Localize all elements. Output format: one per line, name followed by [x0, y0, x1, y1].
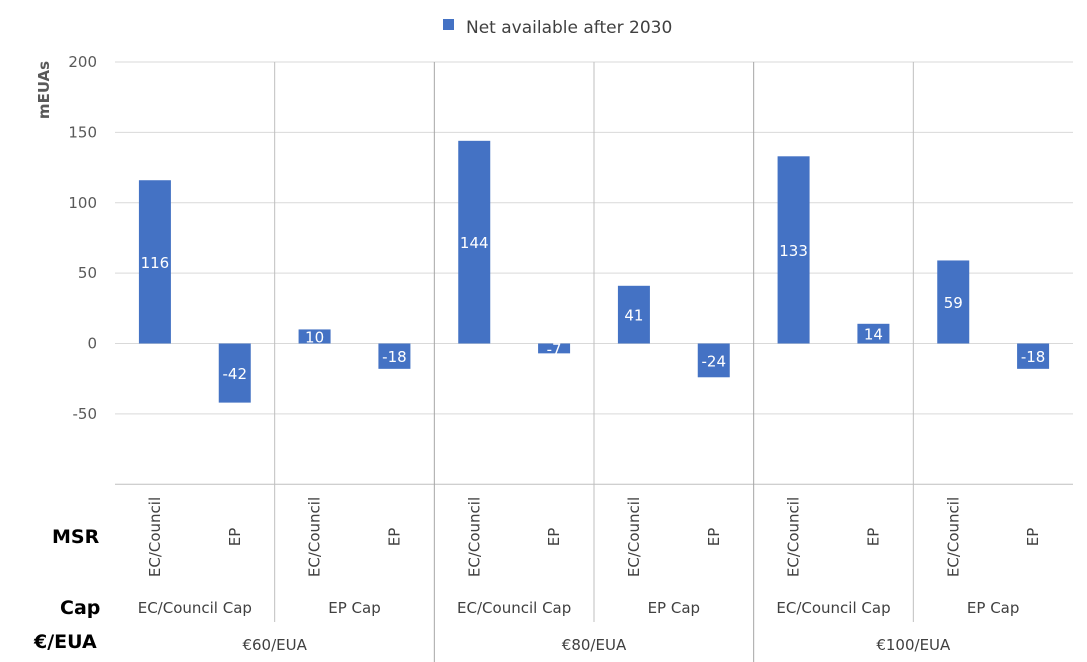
category-label-msr: EP [1024, 528, 1042, 547]
data-label: 59 [944, 294, 963, 312]
bar [138, 180, 171, 344]
bar [937, 260, 970, 344]
data-label: -18 [382, 348, 407, 366]
data-label: 144 [460, 234, 489, 252]
data-label: -42 [223, 365, 248, 383]
category-label-price: €100/EUA [876, 636, 951, 654]
category-label-msr: EP [705, 528, 723, 547]
category-label-cap: EP Cap [328, 599, 380, 617]
category-label-price: €60/EUA [242, 636, 307, 654]
row-label-msr: MSR [52, 526, 100, 548]
category-label-msr: EC/Council [465, 497, 483, 577]
category-label-msr: EC/Council [944, 497, 962, 577]
bar [617, 285, 650, 344]
bar [538, 343, 571, 354]
y-tick-label: 100 [68, 194, 97, 212]
legend-swatch [443, 19, 454, 30]
data-label: 116 [141, 254, 170, 272]
category-label-msr: EC/Council [625, 497, 643, 577]
category-label-cap: EC/Council Cap [776, 599, 890, 617]
legend: Net available after 2030 [443, 18, 672, 38]
legend-label: Net available after 2030 [466, 18, 672, 38]
row-label-price: €/EUA [33, 631, 97, 653]
y-tick-label: 150 [68, 123, 97, 141]
bars [138, 140, 1050, 403]
category-label-cap: EP Cap [967, 599, 1019, 617]
bar [378, 343, 411, 369]
y-tick-label: 0 [87, 335, 97, 353]
y-tick-labels: 200 150 100 50 0 -50 [68, 53, 97, 423]
category-dividers [274, 62, 914, 662]
category-label-cap: EC/Council Cap [138, 599, 252, 617]
category-label-cap: EP Cap [648, 599, 700, 617]
data-label: 41 [624, 307, 643, 325]
data-label: 133 [779, 242, 808, 260]
bar [697, 343, 730, 378]
bar [298, 329, 331, 344]
category-label-msr: EC/Council [146, 497, 164, 577]
category-label-msr: EP [545, 528, 563, 547]
y-tick-label: 200 [68, 53, 97, 71]
y-tick-label: -50 [73, 405, 98, 423]
data-label: 14 [864, 326, 883, 344]
data-label: 10 [305, 328, 324, 346]
row-label-cap: Cap [60, 597, 100, 619]
category-label-msr: EC/Council [306, 497, 324, 577]
category-label-msr: EP [385, 528, 403, 547]
bar [458, 140, 491, 344]
data-labels: 116 -42 10 -18 144 -7 41 -24 133 14 59 -18 [141, 234, 1046, 383]
category-label-msr: EP [864, 528, 882, 547]
category-label-msr: EP [226, 528, 244, 547]
category-label-price: €80/EUA [562, 636, 627, 654]
category-labels: EC/Council EP EC/Council EP EC/Council EP EC/C… [138, 497, 1042, 654]
y-axis-label: mEUAs [35, 61, 53, 119]
bar [857, 323, 890, 344]
data-label: -18 [1021, 348, 1046, 366]
data-label: -7 [547, 340, 562, 358]
y-tick-label: 50 [78, 264, 97, 282]
category-label-msr: EC/Council [785, 497, 803, 577]
row-labels: MSR Cap €/EUA [33, 526, 100, 653]
bar [218, 343, 251, 403]
bar [777, 156, 810, 344]
category-label-cap: EC/Council Cap [457, 599, 571, 617]
data-label: -24 [702, 352, 727, 370]
bar [1017, 343, 1050, 369]
